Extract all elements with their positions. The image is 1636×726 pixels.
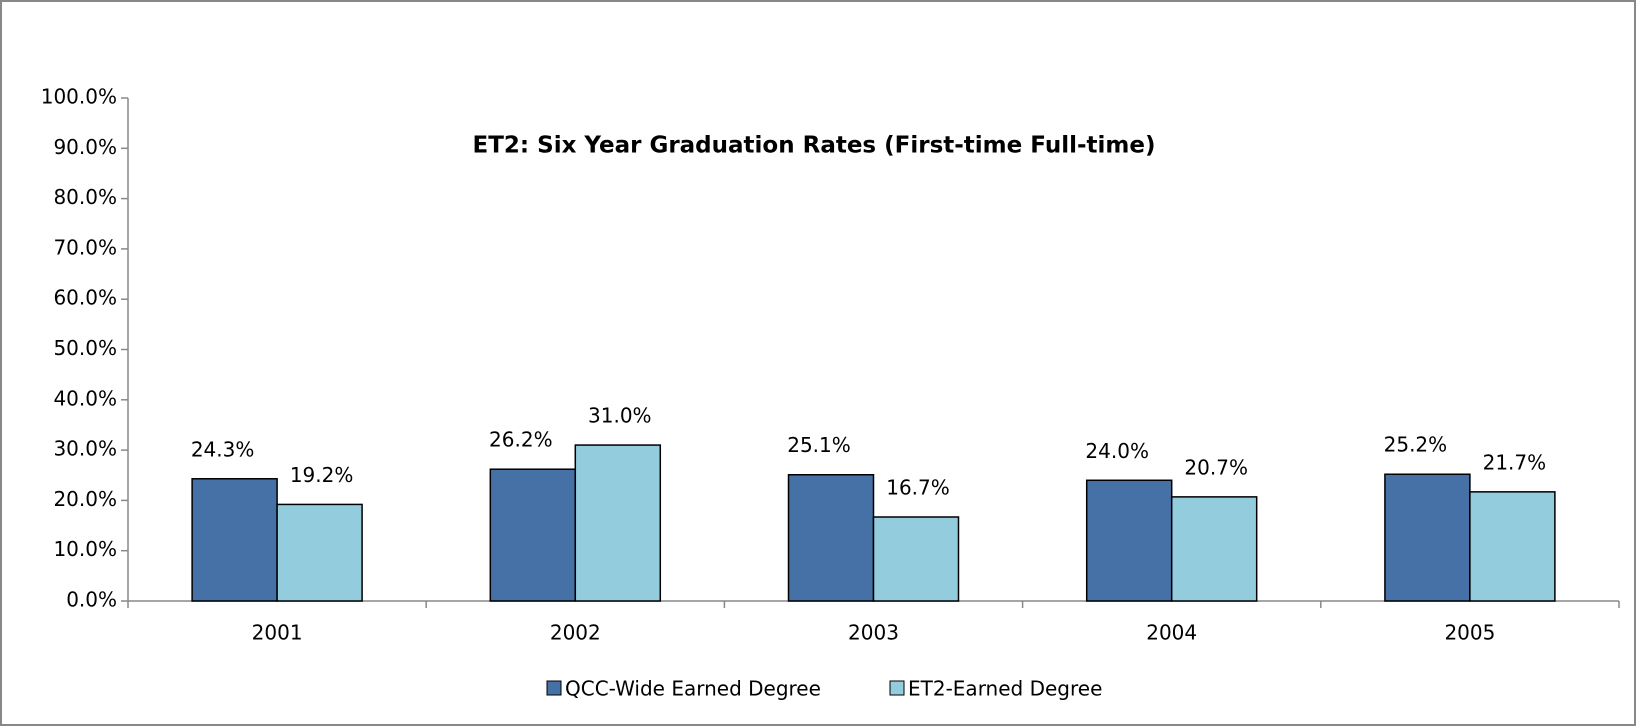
y-tick-label: 60.0% (53, 286, 117, 310)
data-label: 20.7% (1184, 455, 1248, 479)
data-label: 21.7% (1483, 450, 1547, 474)
chart-title: ET2: Six Year Graduation Rates (First-ti… (473, 133, 1156, 159)
x-tick-label: 2004 (1146, 621, 1197, 645)
y-tick-label: 90.0% (53, 135, 117, 159)
data-label: 16.7% (886, 475, 950, 499)
x-tick-label: 2002 (550, 621, 601, 645)
y-tick-label: 80.0% (53, 185, 117, 209)
y-tick-label: 10.0% (53, 537, 117, 561)
data-label: 31.0% (588, 404, 652, 428)
bar (872, 516, 960, 602)
bar (574, 444, 662, 602)
x-tick-label: 2001 (252, 621, 303, 645)
legend-label: QCC-Wide Earned Degree (565, 677, 821, 701)
data-label: 26.2% (489, 428, 553, 452)
y-tick-label: 40.0% (53, 386, 117, 410)
bar (1384, 473, 1471, 602)
bar (191, 478, 278, 602)
data-label: 19.2% (290, 463, 354, 487)
bar (1085, 479, 1173, 602)
data-label: 24.3% (191, 437, 255, 461)
bar (489, 468, 577, 602)
data-label: 25.2% (1384, 433, 1448, 457)
y-tick-label: 70.0% (53, 235, 117, 259)
x-tick-label: 2005 (1444, 621, 1495, 645)
data-label: 25.1% (787, 433, 851, 457)
bar (787, 473, 875, 602)
y-tick-label: 20.0% (53, 487, 117, 511)
legend-swatch (546, 680, 562, 696)
legend-label: ET2-Earned Degree (908, 677, 1102, 701)
y-tick-label: 0.0% (66, 588, 117, 612)
y-tick-label: 100.0% (41, 85, 117, 109)
bar (1469, 491, 1556, 602)
y-tick-label: 30.0% (53, 437, 117, 461)
legend-swatch (889, 680, 905, 696)
data-label: 24.0% (1085, 439, 1149, 463)
bar (1170, 496, 1258, 602)
y-tick-label: 50.0% (53, 336, 117, 360)
bar (276, 503, 363, 602)
x-tick-label: 2003 (848, 621, 899, 645)
